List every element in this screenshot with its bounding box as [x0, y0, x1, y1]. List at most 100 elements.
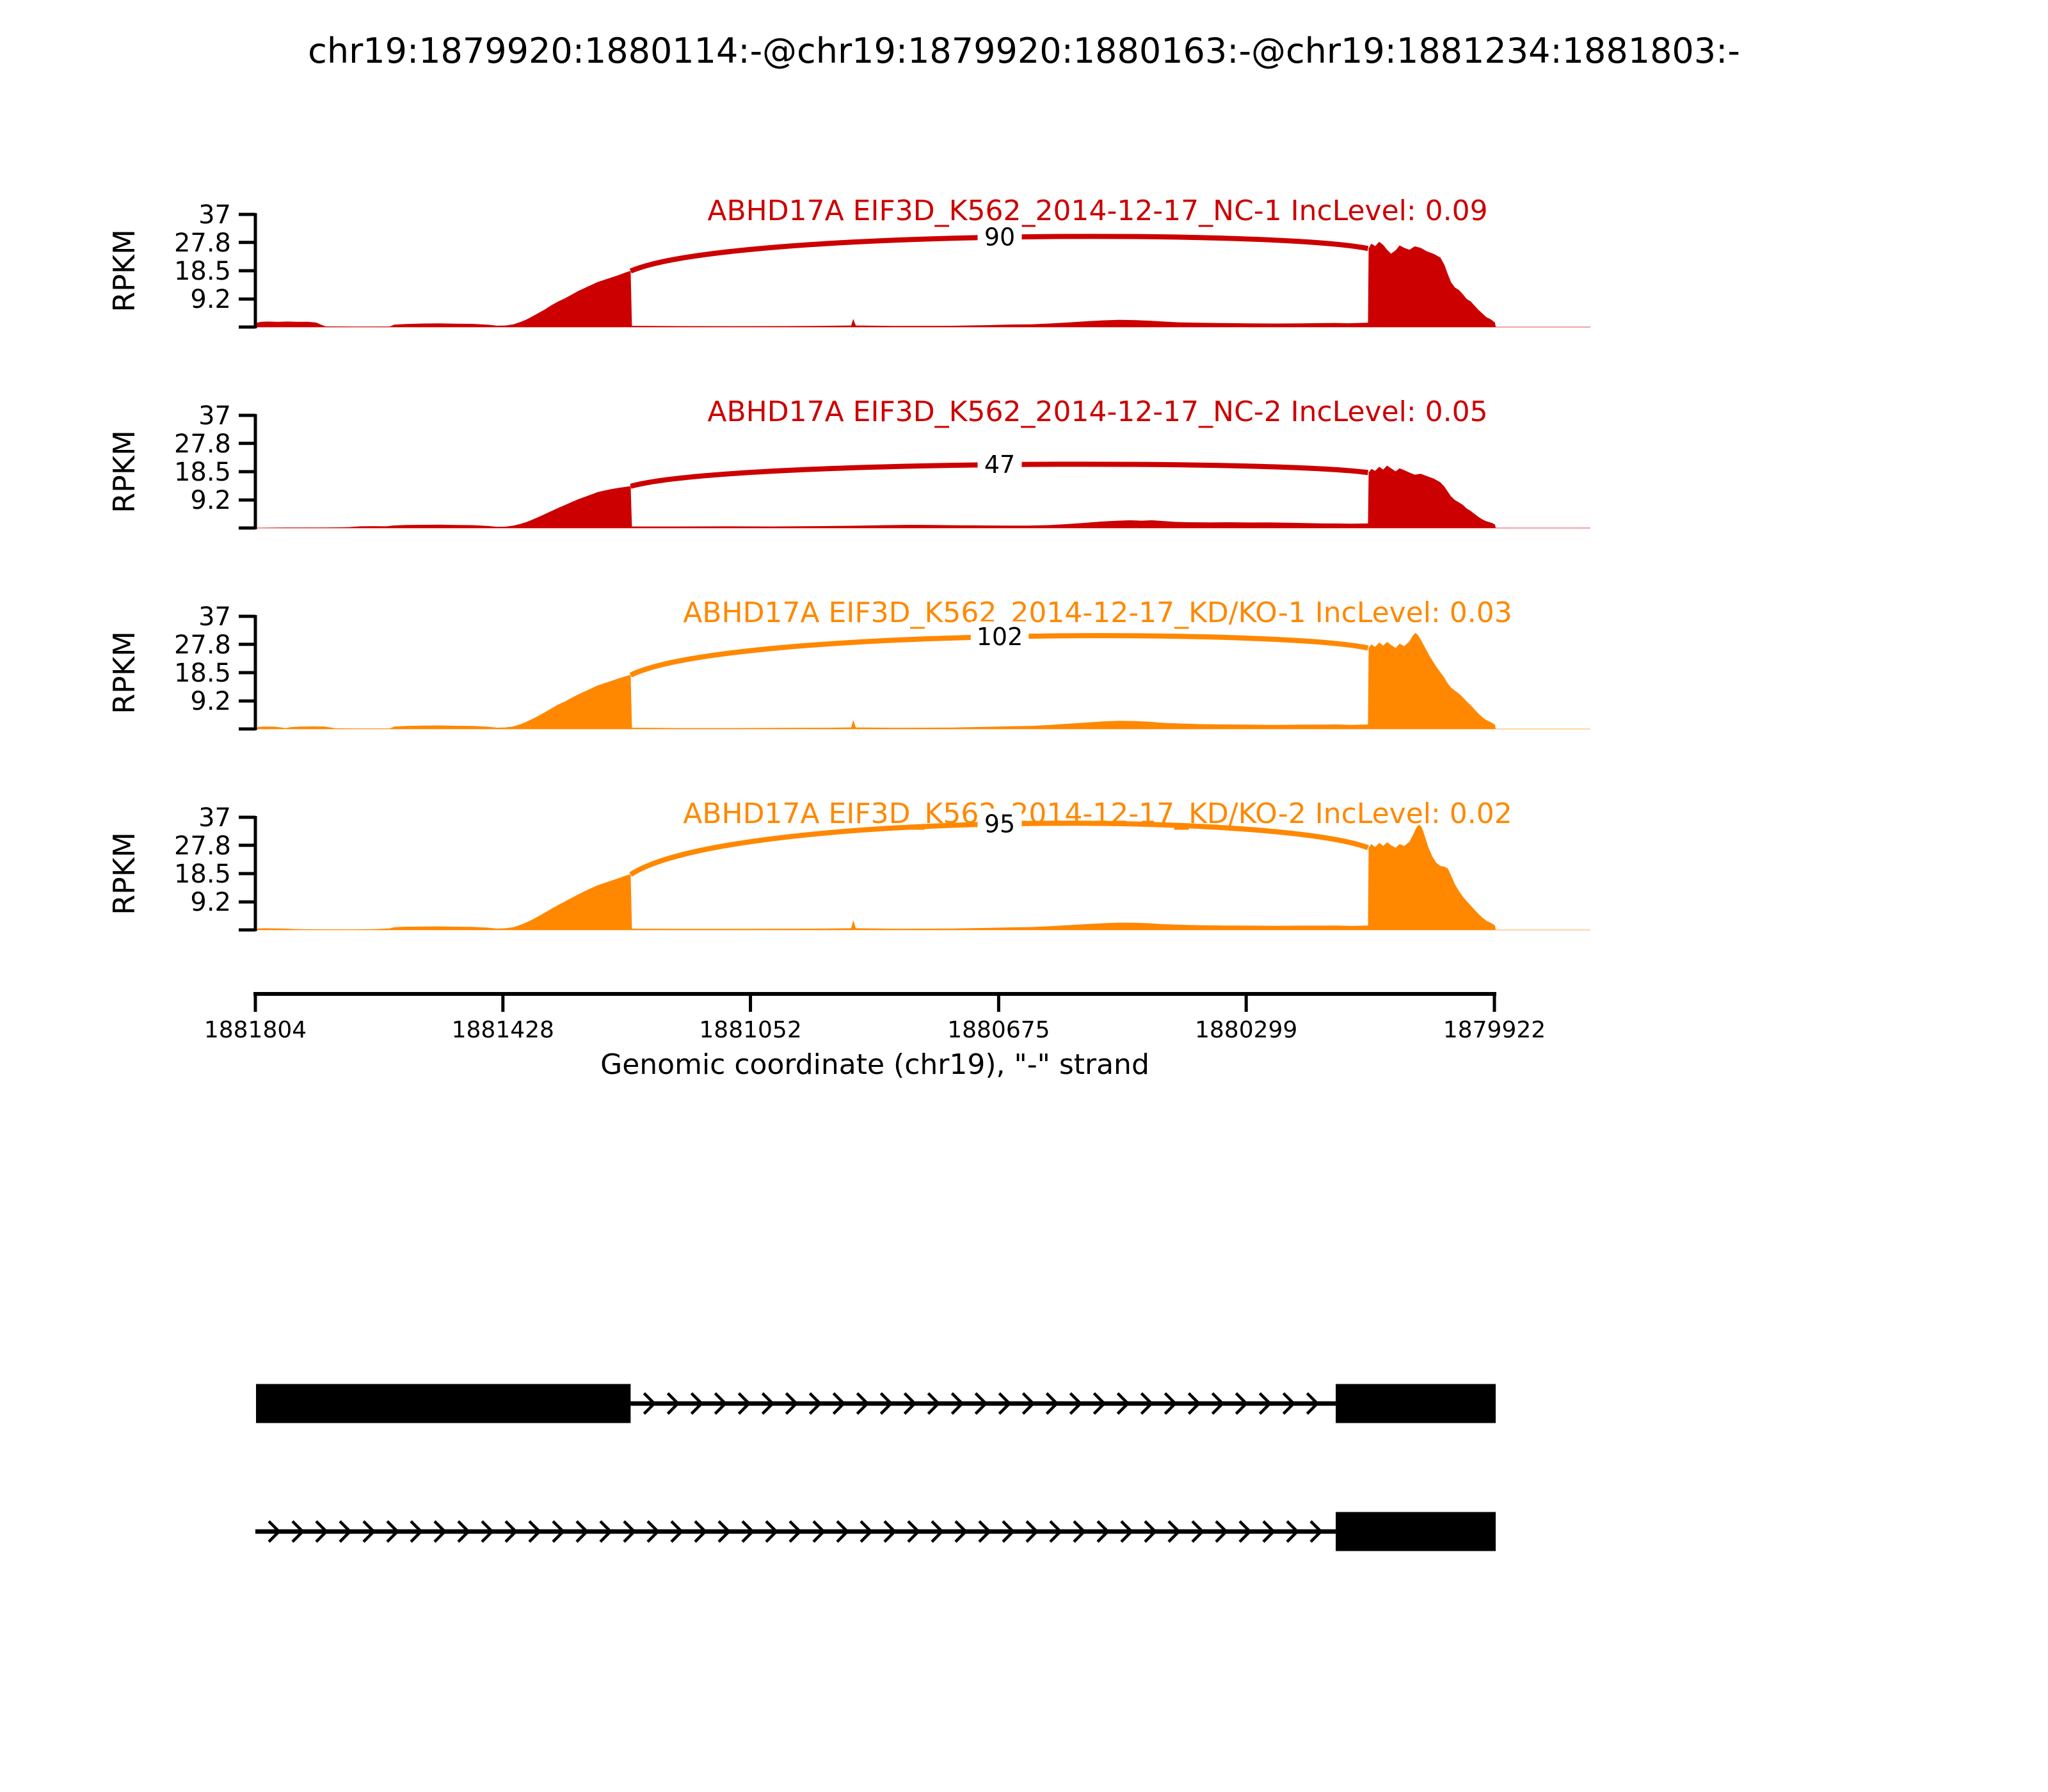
strand-arrow-icon	[832, 1392, 846, 1415]
junction-count-label: 95	[984, 810, 1015, 838]
strand-arrow-icon	[1187, 1392, 1201, 1415]
strand-arrow-icon	[1238, 1520, 1252, 1543]
strand-arrow-icon	[808, 1392, 822, 1415]
track-title: ABHD17A EIF3D_K562_2014-12-17_KD/KO-1 In…	[683, 596, 1512, 629]
track-title: ABHD17A EIF3D_K562_2014-12-17_NC-1 IncLe…	[707, 195, 1487, 227]
strand-arrow-icon	[1045, 1392, 1059, 1415]
strand-arrow-icon	[1262, 1520, 1276, 1543]
strand-arrow-icon	[481, 1520, 495, 1543]
y-tick-label: 37	[198, 803, 231, 833]
x-tick-label: 1881052	[699, 1017, 801, 1043]
y-tick-label: 27.8	[174, 630, 231, 660]
strand-arrow-icon	[927, 1392, 941, 1415]
x-axis: 1881804 1881428 1881052 1880675 1880299 18799…	[204, 992, 1546, 1081]
strand-arrow-icon	[903, 1392, 917, 1415]
x-tick-label: 1881428	[452, 1017, 554, 1043]
coverage-area	[255, 824, 1496, 930]
strand-arrow-icon	[433, 1520, 447, 1543]
strand-arrow-icon	[1167, 1520, 1181, 1543]
strand-arrow-icon	[504, 1520, 518, 1543]
strand-arrow-icon	[1049, 1520, 1063, 1543]
strand-arrow-icon	[1215, 1520, 1229, 1543]
strand-arrow-icon	[879, 1392, 893, 1415]
strand-arrow-icon	[623, 1520, 637, 1543]
strand-arrow-icon	[1140, 1392, 1154, 1415]
y-tick-label: 37	[198, 401, 231, 431]
y-axis-title: RPKM	[107, 631, 141, 714]
strand-arrow-icon	[552, 1520, 566, 1543]
strand-arrow-icon	[666, 1392, 680, 1415]
isoform-1	[256, 1384, 1496, 1423]
coverage-area	[255, 632, 1496, 729]
strand-arrow-icon	[907, 1520, 921, 1543]
strand-arrow-icon	[1286, 1520, 1300, 1543]
junction-count-label: 47	[984, 451, 1015, 479]
strand-arrow-icon	[856, 1392, 870, 1415]
x-axis-title: Genomic coordinate (chr19), "-" strand	[600, 1048, 1149, 1081]
strand-arrow-icon	[1120, 1520, 1134, 1543]
strand-arrow-icon	[646, 1520, 660, 1543]
strand-arrow-icon	[761, 1392, 775, 1415]
strand-arrow-icon	[599, 1520, 613, 1543]
coverage-area	[255, 465, 1496, 528]
strand-arrow-icon	[717, 1520, 732, 1543]
isoform-2	[255, 1512, 1496, 1551]
strand-arrow-icon	[788, 1520, 803, 1543]
strand-arrow-icon	[785, 1392, 799, 1415]
strand-arrow-icon	[1282, 1392, 1296, 1415]
strand-arrow-icon	[978, 1520, 992, 1543]
strand-arrow-icon	[1021, 1392, 1036, 1415]
strand-arrow-icon	[1116, 1392, 1130, 1415]
strand-arrow-icon	[575, 1520, 589, 1543]
strand-arrow-icon	[694, 1520, 708, 1543]
y-tick-label: 37	[198, 602, 231, 632]
y-tick-label: 18.5	[174, 860, 231, 889]
figure-title: chr19:1879920:1880114:-@chr19:1879920:18…	[308, 31, 1740, 71]
strand-arrow-icon	[737, 1392, 751, 1415]
strand-arrow-icon	[1306, 1392, 1320, 1415]
strand-arrow-icon	[457, 1520, 471, 1543]
y-axis-title: RPKM	[107, 832, 141, 915]
y-tick-label: 9.2	[190, 888, 231, 917]
strand-arrow-icon	[315, 1520, 329, 1543]
exon-box	[1336, 1384, 1496, 1423]
y-axis-title: RPKM	[107, 430, 141, 513]
exon-box	[1336, 1512, 1496, 1551]
strand-arrow-icon	[386, 1520, 400, 1543]
y-tick-label: 27.8	[174, 831, 231, 861]
strand-arrow-icon	[670, 1520, 684, 1543]
strand-arrow-icon	[1002, 1520, 1016, 1543]
junction-label-bbox	[977, 221, 1022, 253]
junction-count-label: 102	[977, 623, 1023, 651]
strand-arrow-icon	[974, 1392, 988, 1415]
strand-arrow-icon	[1211, 1392, 1225, 1415]
junction-label-bbox	[977, 808, 1022, 840]
strand-arrow-icon	[1096, 1520, 1110, 1543]
y-tick-label: 27.8	[174, 228, 231, 258]
coverage-area	[255, 241, 1496, 327]
y-tick-label: 18.5	[174, 257, 231, 286]
strand-arrow-icon	[291, 1520, 305, 1543]
junction-label-bbox	[970, 621, 1029, 652]
strand-arrow-icon	[741, 1520, 755, 1543]
strand-arrow-icon	[1235, 1392, 1249, 1415]
y-axis-title: RPKM	[107, 229, 141, 312]
strand-arrow-icon	[362, 1520, 376, 1543]
strand-arrow-icon	[812, 1520, 826, 1543]
strand-arrow-icon	[1073, 1520, 1087, 1543]
exon-box	[256, 1384, 631, 1423]
strand-arrow-icon	[643, 1392, 657, 1415]
strand-arrow-icon	[1144, 1520, 1158, 1543]
strand-arrow-icon	[836, 1520, 850, 1543]
strand-arrow-icon	[690, 1392, 704, 1415]
x-tick-label: 1881804	[204, 1017, 307, 1043]
y-tick-label: 9.2	[190, 687, 231, 716]
strand-arrow-icon	[1092, 1392, 1107, 1415]
strand-arrow-icon	[1025, 1520, 1039, 1543]
y-tick-label: 9.2	[190, 285, 231, 314]
